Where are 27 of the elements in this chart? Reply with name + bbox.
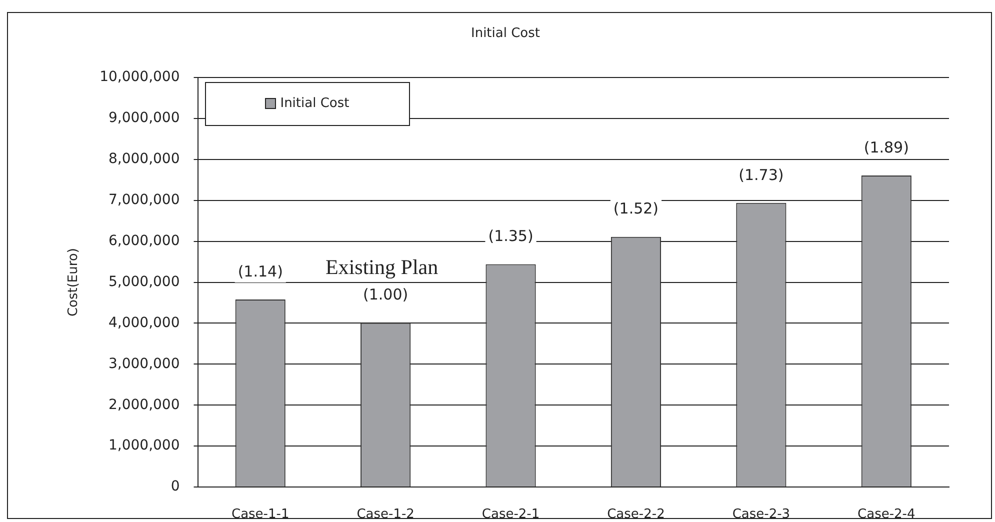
y-tick-label: 5,000,000 <box>108 274 180 290</box>
y-tick-label: 1,000,000 <box>108 438 180 454</box>
annotation: (1.14) <box>238 262 283 280</box>
x-tick-label: Case-2-2 <box>607 507 665 522</box>
annotation: (1.52) <box>613 200 659 218</box>
annotation: (1.89) <box>864 138 909 156</box>
annotation: Existing Plan <box>326 254 439 279</box>
y-tick-label: 10,000,000 <box>100 69 180 86</box>
x-tick-label: Case-2-1 <box>482 507 540 522</box>
y-tick-label: 6,000,000 <box>108 233 180 249</box>
y-tick-label: 0 <box>170 478 180 495</box>
y-tick-label: 2,000,000 <box>108 396 180 413</box>
x-tick-label: Case-2-4 <box>858 507 916 522</box>
annotation: (1.00) <box>363 286 408 304</box>
y-tick-label: 8,000,000 <box>108 151 180 168</box>
y-axis-title: Cost(Euro) <box>66 248 82 317</box>
annotation: (1.35) <box>488 227 534 246</box>
y-tick-label: 4,000,000 <box>108 314 180 331</box>
x-tick-label: Case-1-2 <box>356 507 414 522</box>
chart-title: Initial Cost <box>470 26 540 42</box>
y-tick-label: 7,000,000 <box>108 192 180 208</box>
y-tick-label: 3,000,000 <box>108 356 180 372</box>
legend-label: Initial Cost <box>280 96 350 112</box>
x-tick-label: Case-1-1 <box>231 507 290 522</box>
y-tick-label: 9,000,000 <box>108 110 180 126</box>
annotation: (1.73) <box>738 166 784 184</box>
x-tick-label: Case-2-3 <box>732 507 790 522</box>
